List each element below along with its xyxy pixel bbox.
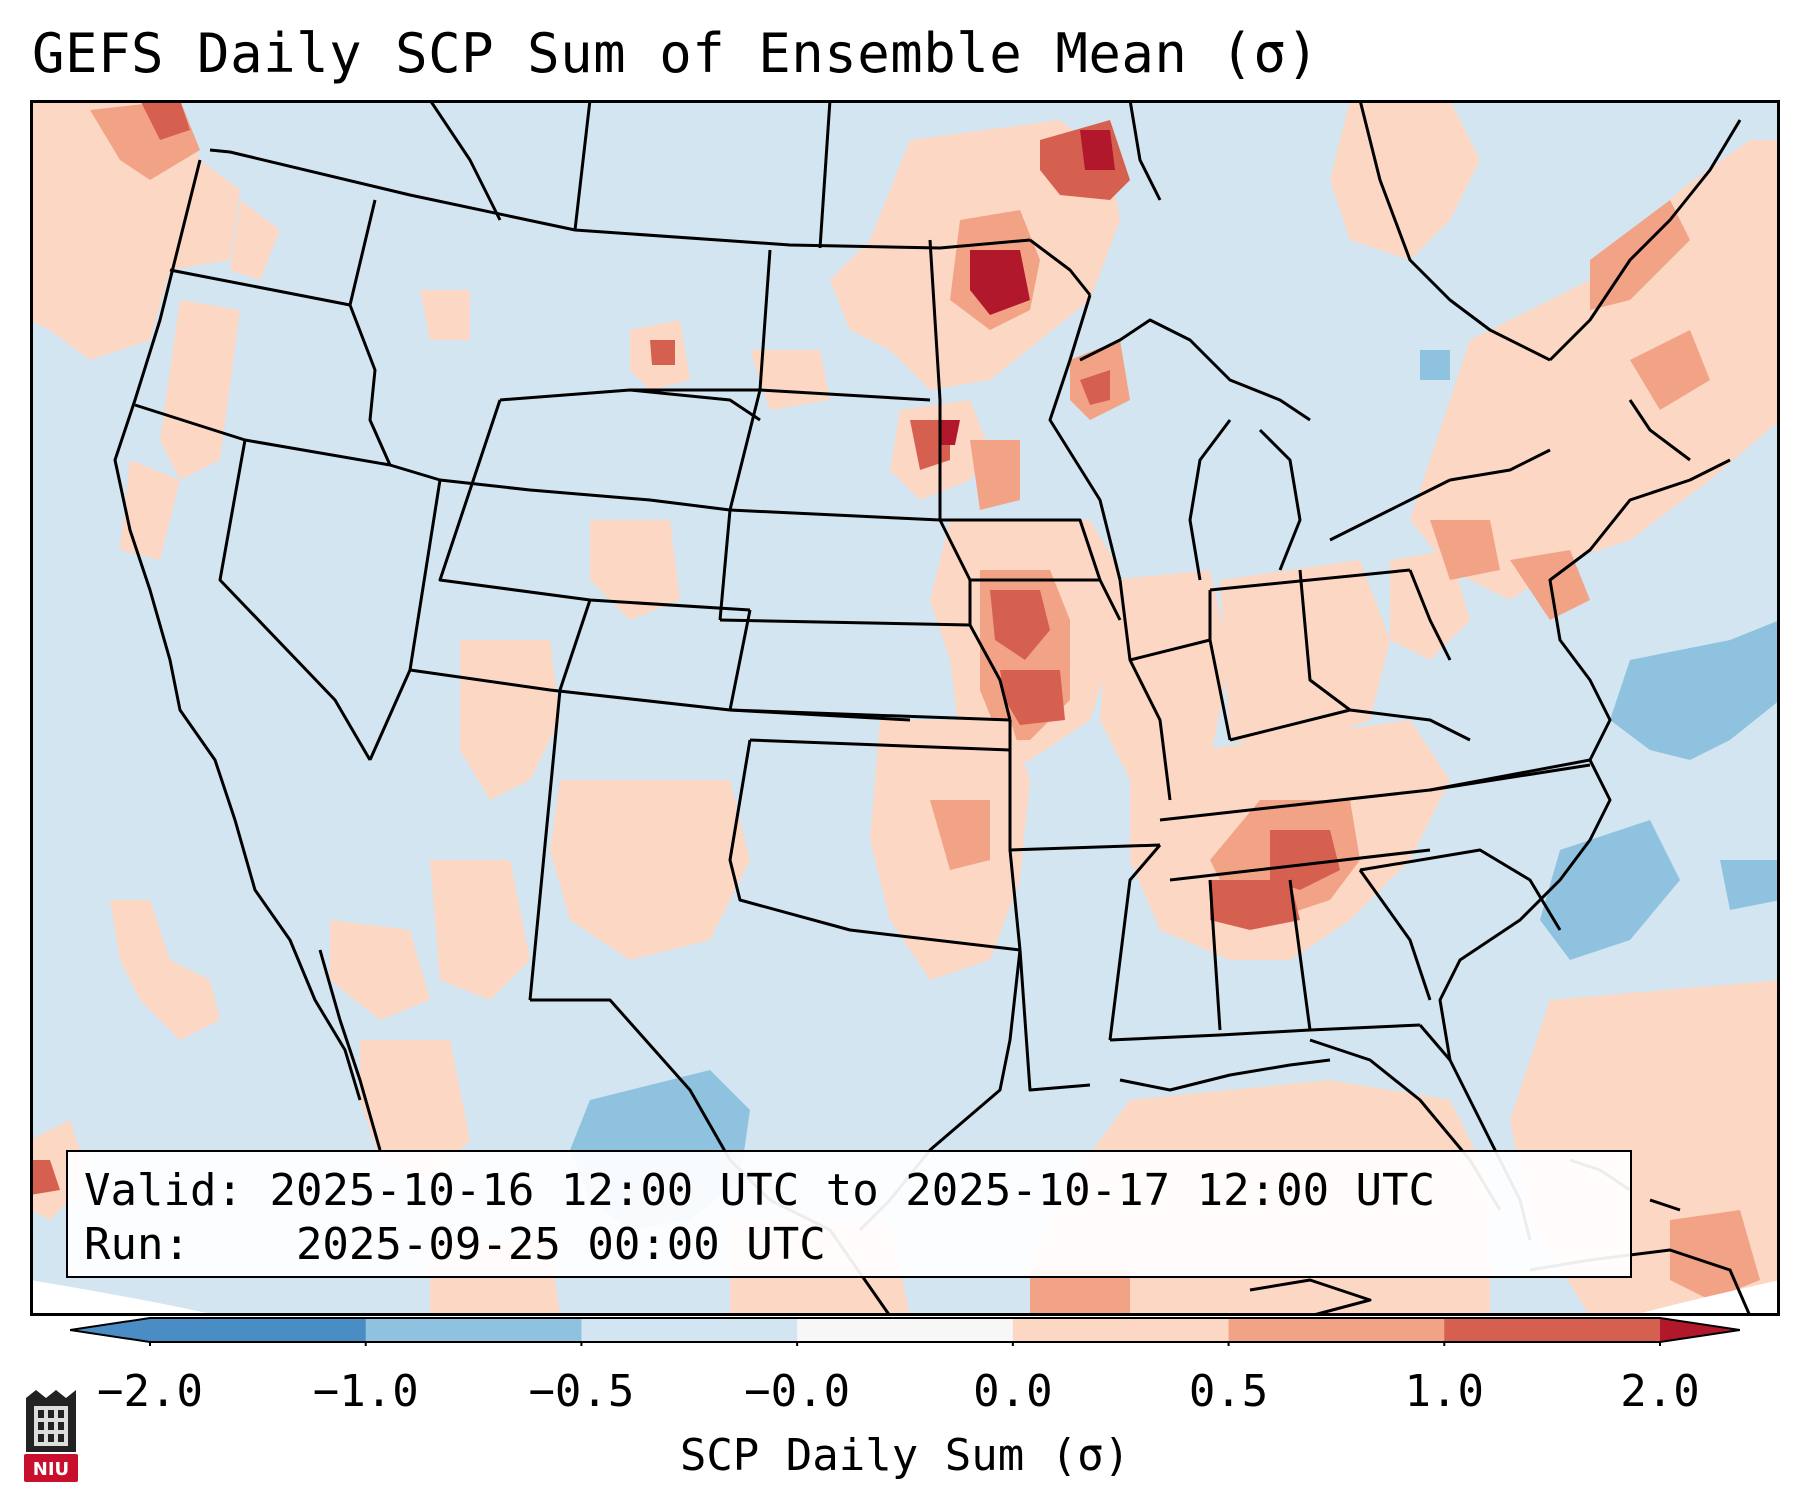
colorbar-extend-high xyxy=(1660,1318,1740,1342)
colorbar-segment xyxy=(365,1318,582,1342)
map-frame xyxy=(30,100,1780,1316)
scp-map xyxy=(30,100,1780,1316)
map-panel xyxy=(30,100,1780,1316)
colorbar-extend-low xyxy=(70,1318,150,1342)
colorbar-tick-label: 2.0 xyxy=(1620,1366,1700,1417)
colorbar-segment xyxy=(797,1318,1014,1342)
colorbar-outline xyxy=(70,1317,1740,1343)
colorbar-segment xyxy=(1444,1318,1661,1342)
valid-value: 2025-10-16 12:00 UTC to 2025-10-17 12:00… xyxy=(269,1165,1436,1216)
run-label: Run: xyxy=(84,1219,190,1270)
niu-logo-icon: NIU xyxy=(24,1390,78,1482)
validity-info-box: Valid: 2025-10-16 12:00 UTC to 2025-10-1… xyxy=(66,1150,1632,1278)
run-value: 2025-09-25 00:00 UTC xyxy=(295,1219,826,1270)
colorbar xyxy=(70,1317,1740,1346)
colorbar-tick-label: −0.5 xyxy=(528,1366,635,1417)
colorbar-tick-label: 1.0 xyxy=(1404,1366,1485,1417)
colorbar-tick-label: −1.0 xyxy=(312,1366,419,1417)
colorbar-segment xyxy=(581,1318,798,1342)
valid-label: Valid: xyxy=(84,1165,243,1216)
colorbar-segment xyxy=(150,1318,367,1342)
state-borders xyxy=(113,100,1752,1316)
colorbar-segment xyxy=(1012,1318,1230,1342)
colorbar-tick-label: −2.0 xyxy=(97,1366,203,1417)
map-title: GEFS Daily SCP Sum of Ensemble Mean (σ) xyxy=(32,22,1320,85)
logo-text: NIU xyxy=(33,1459,69,1480)
colorbar-segment xyxy=(1228,1318,1445,1342)
colorbar-label: SCP Daily Sum (σ) xyxy=(679,1430,1131,1481)
colorbar-tick-label: 0.0 xyxy=(973,1366,1053,1417)
colorbar-tick-label: 0.5 xyxy=(1188,1366,1269,1417)
colorbar-tick-label: −0.0 xyxy=(744,1366,851,1417)
